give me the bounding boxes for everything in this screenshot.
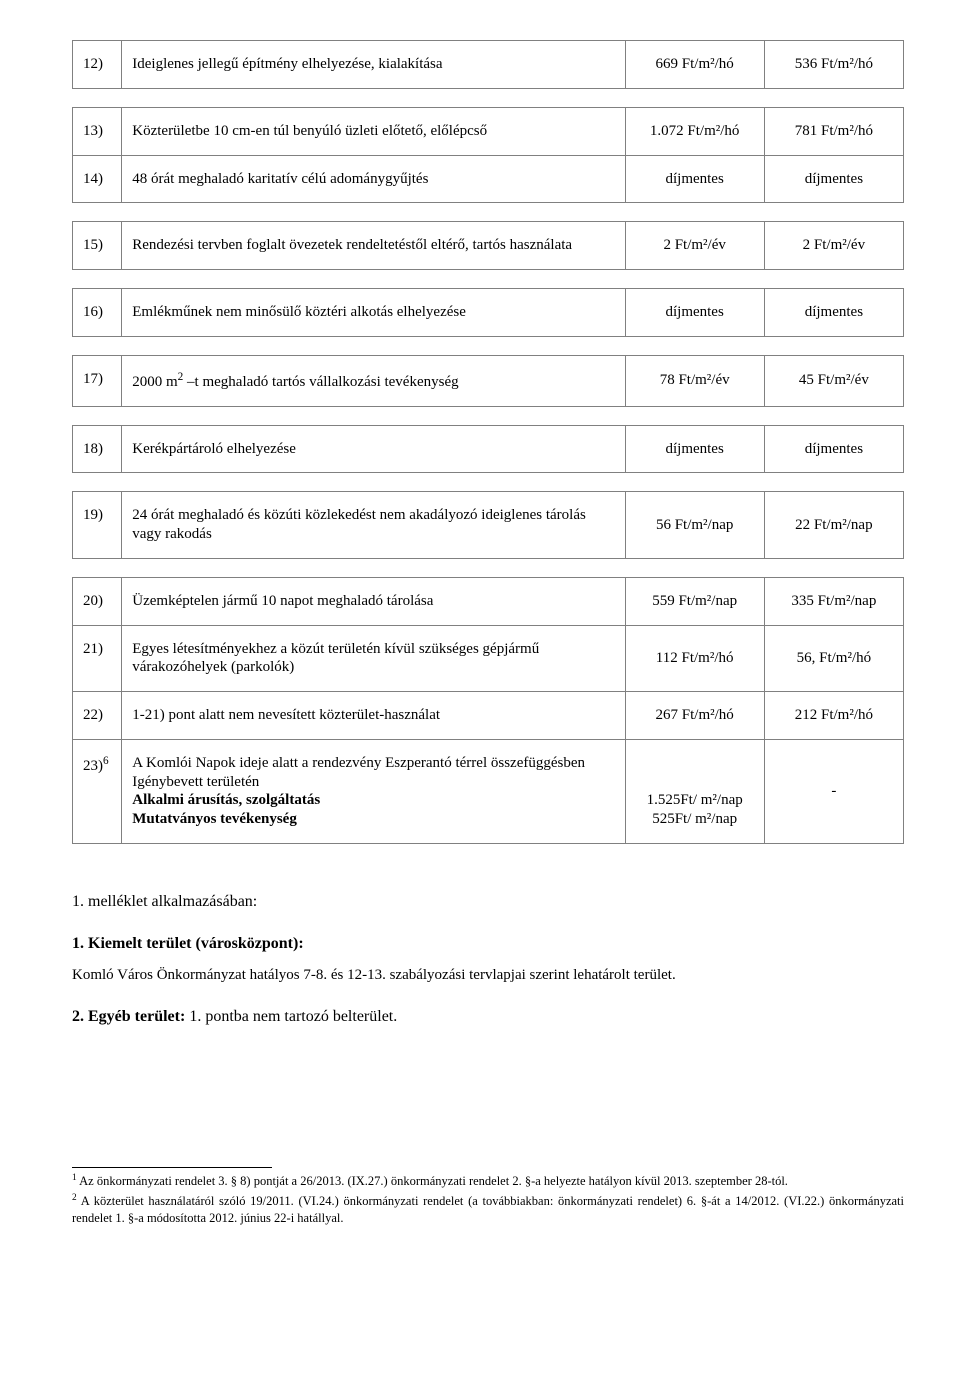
section-1-text: Komló Város Önkormányzat hatályos 7-8. é… <box>72 966 904 985</box>
footnotes: 1 Az önkormányzati rendelet 3. § 8) pont… <box>72 1172 904 1227</box>
row-description: Egyes létesítményekhez a közút területén… <box>122 625 625 692</box>
row-value-1: 1.072 Ft/m²/hó <box>625 107 764 155</box>
row-number: 18) <box>73 425 122 473</box>
row-number: 23)6 <box>73 739 122 843</box>
table-row: 12)Ideiglenes jellegű építmény elhelyezé… <box>73 41 904 89</box>
row-description: Ideiglenes jellegű építmény elhelyezése,… <box>122 41 625 89</box>
table-row: 19)24 órát meghaladó és közúti közlekedé… <box>73 492 904 559</box>
row-value-2: díjmentes <box>764 289 903 337</box>
fee-table: 12)Ideiglenes jellegű építmény elhelyezé… <box>72 40 904 844</box>
notes-heading: 1. melléklet alkalmazásában: <box>72 892 904 912</box>
row-description: Közterületbe 10 cm-en túl benyúló üzleti… <box>122 107 625 155</box>
notes-section: 1. melléklet alkalmazásában: 1. Kiemelt … <box>72 892 904 1027</box>
spacer-row <box>73 473 904 492</box>
section-2-text: 1. pontba nem tartozó belterület. <box>185 1008 397 1025</box>
row-number: 17) <box>73 355 122 406</box>
row-value-2: 781 Ft/m²/hó <box>764 107 903 155</box>
row-value-2: 22 Ft/m²/nap <box>764 492 903 559</box>
row-description: 1-21) pont alatt nem nevesített közterül… <box>122 692 625 740</box>
row-number: 15) <box>73 222 122 270</box>
spacer-row <box>73 406 904 425</box>
row-value-1: 669 Ft/m²/hó <box>625 41 764 89</box>
spacer-row <box>73 88 904 107</box>
row-value-1: 78 Ft/m²/év <box>625 355 764 406</box>
row-value-1: díjmentes <box>625 155 764 203</box>
table-row: 20)Üzemképtelen jármű 10 napot meghaladó… <box>73 577 904 625</box>
row-value-2: díjmentes <box>764 425 903 473</box>
row-number: 12) <box>73 41 122 89</box>
row-value-2: 335 Ft/m²/nap <box>764 577 903 625</box>
row-value-2: - <box>764 739 903 843</box>
table-row: 14)48 órát meghaladó karitatív célú adom… <box>73 155 904 203</box>
row-value-1: 112 Ft/m²/hó <box>625 625 764 692</box>
row-value-2: 56, Ft/m²/hó <box>764 625 903 692</box>
table-row: 22)1-21) pont alatt nem nevesített közte… <box>73 692 904 740</box>
row-value-1: 2 Ft/m²/év <box>625 222 764 270</box>
row-description: Kerékpártároló elhelyezése <box>122 425 625 473</box>
row-description: 24 órát meghaladó és közúti közlekedést … <box>122 492 625 559</box>
section-1-title: 1. Kiemelt terület (városközpont): <box>72 934 904 954</box>
row-value-1: 559 Ft/m²/nap <box>625 577 764 625</box>
table-row: 17)2000 m2 –t meghaladó tartós vállalkoz… <box>73 355 904 406</box>
row-number: 13) <box>73 107 122 155</box>
row-description: 2000 m2 –t meghaladó tartós vállalkozási… <box>122 355 625 406</box>
row-value-1: díjmentes <box>625 425 764 473</box>
section-2: 2. Egyéb terület: 1. pontba nem tartozó … <box>72 1007 904 1027</box>
spacer-row <box>73 558 904 577</box>
row-value-2: 536 Ft/m²/hó <box>764 41 903 89</box>
table-row: 15)Rendezési tervben foglalt övezetek re… <box>73 222 904 270</box>
row-value-1: 1.525Ft/ m²/nap525Ft/ m²/nap <box>625 739 764 843</box>
row-value-2: 45 Ft/m²/év <box>764 355 903 406</box>
row-value-2: 212 Ft/m²/hó <box>764 692 903 740</box>
row-number: 16) <box>73 289 122 337</box>
table-row: 13)Közterületbe 10 cm-en túl benyúló üzl… <box>73 107 904 155</box>
footnote-rule <box>72 1167 272 1168</box>
spacer-row <box>73 270 904 289</box>
row-description: Rendezési tervben foglalt övezetek rende… <box>122 222 625 270</box>
row-number: 20) <box>73 577 122 625</box>
row-value-2: 2 Ft/m²/év <box>764 222 903 270</box>
table-row: 21)Egyes létesítményekhez a közút terüle… <box>73 625 904 692</box>
row-value-1: 56 Ft/m²/nap <box>625 492 764 559</box>
table-row: 18)Kerékpártároló elhelyezésedíjmentesdí… <box>73 425 904 473</box>
row-value-1: 267 Ft/m²/hó <box>625 692 764 740</box>
row-number: 21) <box>73 625 122 692</box>
row-description: A Komlói Napok ideje alatt a rendezvény … <box>122 739 625 843</box>
row-description: Emlékműnek nem minősülő köztéri alkotás … <box>122 289 625 337</box>
row-number: 19) <box>73 492 122 559</box>
footnote: 1 Az önkormányzati rendelet 3. § 8) pont… <box>72 1172 904 1190</box>
row-number: 14) <box>73 155 122 203</box>
spacer-row <box>73 336 904 355</box>
row-description: 48 órát meghaladó karitatív célú adomány… <box>122 155 625 203</box>
row-value-1: díjmentes <box>625 289 764 337</box>
table-row: 23)6A Komlói Napok ideje alatt a rendezv… <box>73 739 904 843</box>
section-2-title: 2. Egyéb terület: <box>72 1008 185 1025</box>
row-number: 22) <box>73 692 122 740</box>
table-row: 16)Emlékműnek nem minősülő köztéri alkot… <box>73 289 904 337</box>
spacer-row <box>73 203 904 222</box>
footnote: 2 A közterület használatáról szóló 19/20… <box>72 1192 904 1227</box>
row-value-2: díjmentes <box>764 155 903 203</box>
row-description: Üzemképtelen jármű 10 napot meghaladó tá… <box>122 577 625 625</box>
